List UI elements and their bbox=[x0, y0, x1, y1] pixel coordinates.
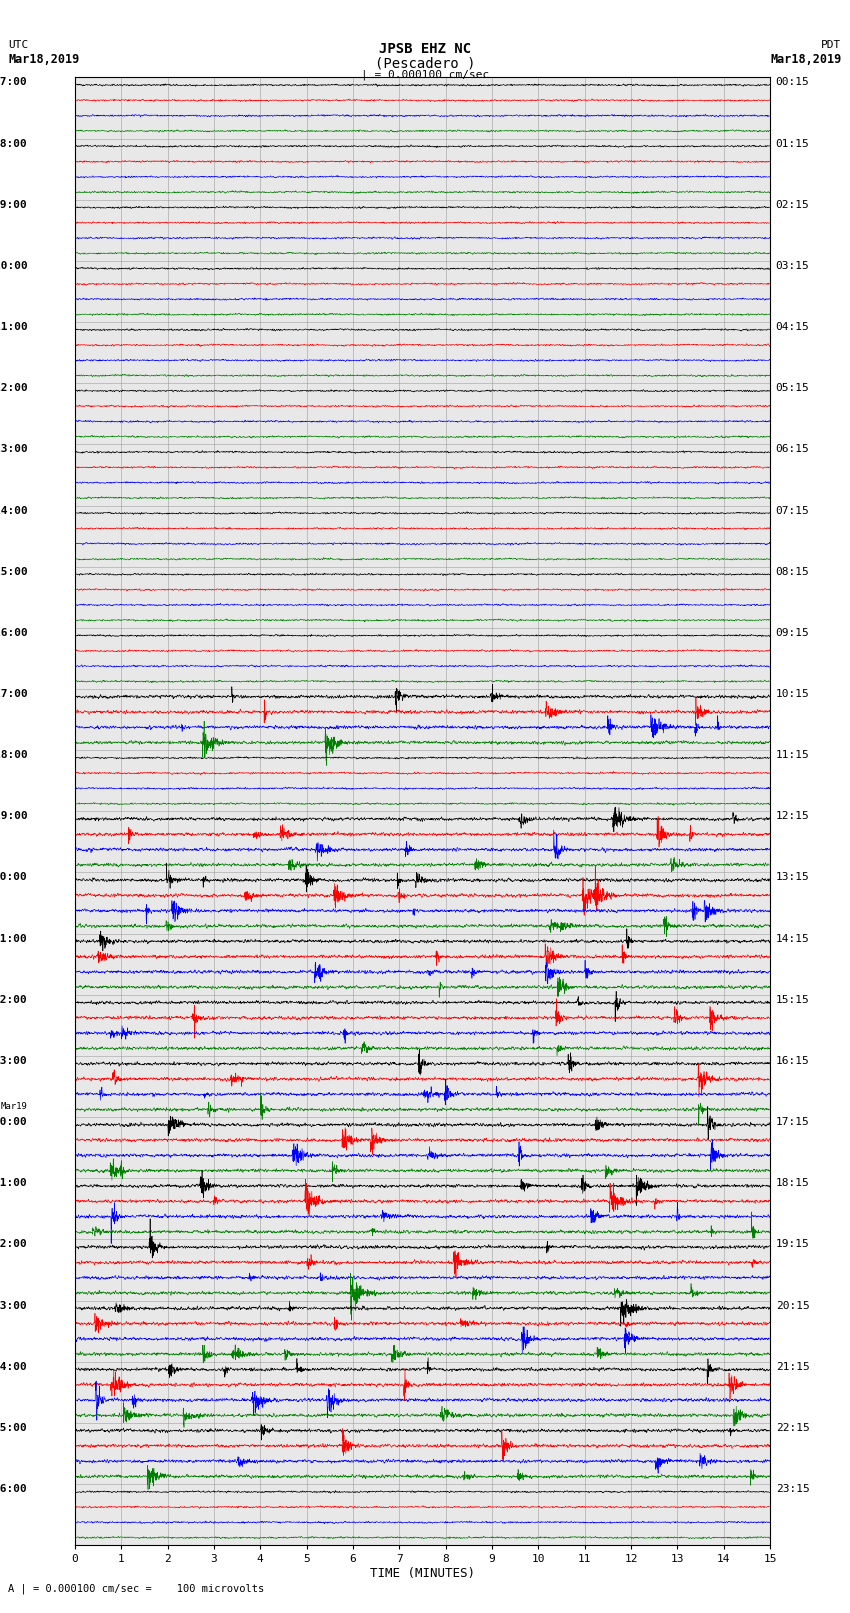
Text: 23:15: 23:15 bbox=[776, 1484, 809, 1494]
Text: 12:15: 12:15 bbox=[776, 811, 809, 821]
Text: 02:15: 02:15 bbox=[776, 200, 809, 210]
Text: 01:00: 01:00 bbox=[0, 1177, 27, 1189]
Text: 16:15: 16:15 bbox=[776, 1057, 809, 1066]
Text: 13:15: 13:15 bbox=[776, 873, 809, 882]
Text: 18:00: 18:00 bbox=[0, 750, 27, 760]
Text: 13:00: 13:00 bbox=[0, 444, 27, 455]
Text: | = 0.000100 cm/sec: | = 0.000100 cm/sec bbox=[361, 69, 489, 81]
Text: 11:15: 11:15 bbox=[776, 750, 809, 760]
Text: 15:00: 15:00 bbox=[0, 566, 27, 577]
Text: 04:15: 04:15 bbox=[776, 323, 809, 332]
Text: 06:00: 06:00 bbox=[0, 1484, 27, 1494]
Text: 03:15: 03:15 bbox=[776, 261, 809, 271]
Text: 16:00: 16:00 bbox=[0, 627, 27, 637]
Text: 12:00: 12:00 bbox=[0, 384, 27, 394]
Text: 22:15: 22:15 bbox=[776, 1423, 809, 1432]
Text: 17:00: 17:00 bbox=[0, 689, 27, 698]
Text: Mar19: Mar19 bbox=[1, 1102, 27, 1111]
Text: 10:00: 10:00 bbox=[0, 261, 27, 271]
Text: 04:00: 04:00 bbox=[0, 1361, 27, 1371]
X-axis label: TIME (MINUTES): TIME (MINUTES) bbox=[370, 1568, 475, 1581]
Text: 06:15: 06:15 bbox=[776, 444, 809, 455]
Text: 08:15: 08:15 bbox=[776, 566, 809, 577]
Text: PDT: PDT bbox=[821, 40, 842, 50]
Text: 01:15: 01:15 bbox=[776, 139, 809, 148]
Text: UTC: UTC bbox=[8, 40, 29, 50]
Text: 00:00: 00:00 bbox=[0, 1118, 27, 1127]
Text: 19:00: 19:00 bbox=[0, 811, 27, 821]
Text: (Pescadero ): (Pescadero ) bbox=[375, 56, 475, 71]
Text: 22:00: 22:00 bbox=[0, 995, 27, 1005]
Text: 08:00: 08:00 bbox=[0, 139, 27, 148]
Text: 09:15: 09:15 bbox=[776, 627, 809, 637]
Text: Mar18,2019: Mar18,2019 bbox=[770, 53, 842, 66]
Text: 02:00: 02:00 bbox=[0, 1239, 27, 1250]
Text: 20:15: 20:15 bbox=[776, 1300, 809, 1311]
Text: 21:00: 21:00 bbox=[0, 934, 27, 944]
Text: 14:15: 14:15 bbox=[776, 934, 809, 944]
Text: 15:15: 15:15 bbox=[776, 995, 809, 1005]
Text: 19:15: 19:15 bbox=[776, 1239, 809, 1250]
Text: Mar18,2019: Mar18,2019 bbox=[8, 53, 80, 66]
Text: 03:00: 03:00 bbox=[0, 1300, 27, 1311]
Text: 17:15: 17:15 bbox=[776, 1118, 809, 1127]
Text: 05:00: 05:00 bbox=[0, 1423, 27, 1432]
Text: 14:00: 14:00 bbox=[0, 505, 27, 516]
Text: JPSB EHZ NC: JPSB EHZ NC bbox=[379, 42, 471, 56]
Text: 18:15: 18:15 bbox=[776, 1177, 809, 1189]
Text: 10:15: 10:15 bbox=[776, 689, 809, 698]
Text: 00:15: 00:15 bbox=[776, 77, 809, 87]
Text: 11:00: 11:00 bbox=[0, 323, 27, 332]
Text: 07:15: 07:15 bbox=[776, 505, 809, 516]
Text: 07:00: 07:00 bbox=[0, 77, 27, 87]
Text: 23:00: 23:00 bbox=[0, 1057, 27, 1066]
Text: 05:15: 05:15 bbox=[776, 384, 809, 394]
Text: 21:15: 21:15 bbox=[776, 1361, 809, 1371]
Text: A | = 0.000100 cm/sec =    100 microvolts: A | = 0.000100 cm/sec = 100 microvolts bbox=[8, 1582, 264, 1594]
Text: 09:00: 09:00 bbox=[0, 200, 27, 210]
Text: 20:00: 20:00 bbox=[0, 873, 27, 882]
